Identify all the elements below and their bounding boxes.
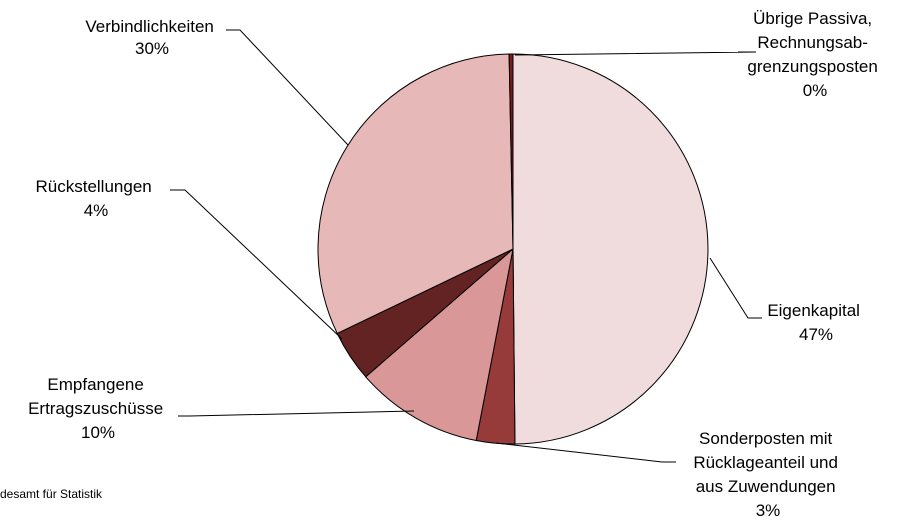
leader-line-sonderposten	[495, 442, 676, 463]
leader-line-uebrige	[514, 51, 757, 56]
pie-slice-4	[317, 53, 514, 335]
leader-line-verbindlichkeiten	[226, 29, 349, 146]
label-sonderposten: Sonderposten mit Rücklageanteil und aus …	[693, 429, 842, 520]
label-rueckstellungen: Rückstellungen 4%	[36, 177, 157, 220]
pie-slice-2	[365, 247, 514, 442]
pie-slices	[317, 53, 709, 445]
label-empfangene-ertragszuschuesse: Empfangene Ertragszuschüsse 10%	[28, 375, 168, 442]
leader-line-ertragszuschuesse	[178, 410, 415, 417]
label-eigenkapital: Eigenkapital 47%	[767, 301, 864, 344]
leader-line-eigenkapital	[709, 257, 762, 319]
label-uebrige-passiva: Übrige Passiva, Rechnungsab- grenzungspo…	[747, 9, 882, 100]
pie-slice-0	[512, 53, 709, 445]
label-verbindlichkeiten: Verbindlichkeiten 30%	[85, 17, 218, 58]
source-note: desamt für Statistik	[0, 487, 103, 501]
pie-slice-5	[508, 53, 514, 250]
leader-line-rueckstellungen	[170, 189, 343, 340]
